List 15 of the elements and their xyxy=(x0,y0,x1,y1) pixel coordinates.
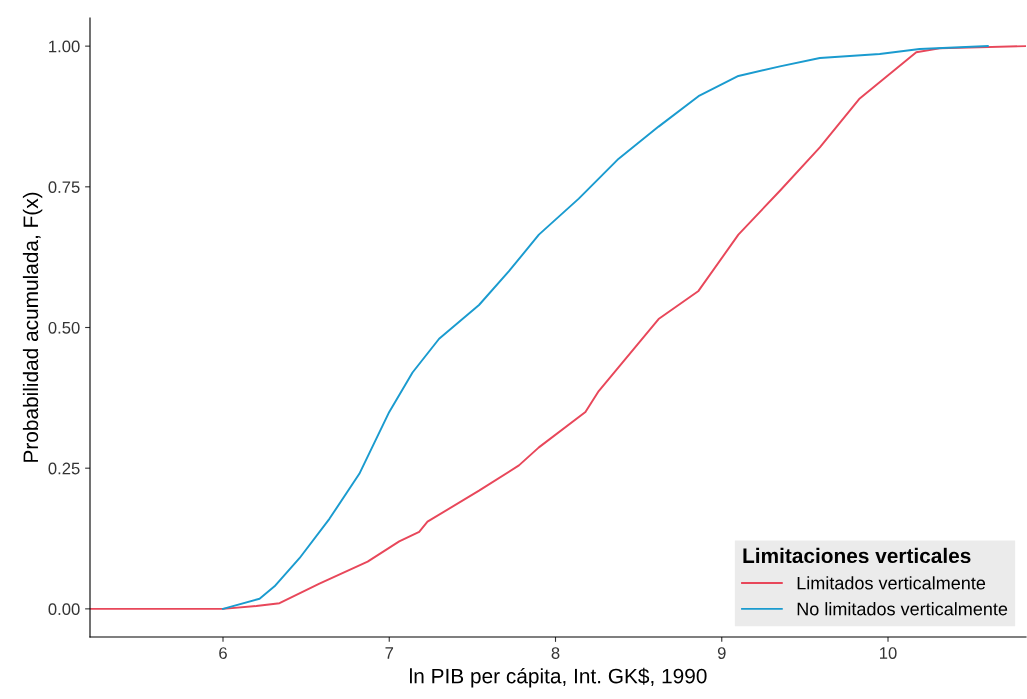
y-tick-label: 0.75 xyxy=(48,181,80,194)
y-axis-title: Probabilidad acumulada, F(x) xyxy=(22,192,43,462)
x-tick-label: 7 xyxy=(385,647,394,659)
legend-label: No limitados verticalmente xyxy=(797,602,1008,616)
x-tick-label: 10 xyxy=(880,647,897,659)
x-tick-label: 8 xyxy=(551,647,560,659)
x-axis-title: ln PIB per cápita, Int. GK$, 1990 xyxy=(410,667,707,688)
y-tick-label: 0.00 xyxy=(48,603,80,616)
y-tick-label: 1.00 xyxy=(49,40,80,53)
legend-title: Limitaciones verticales xyxy=(743,547,971,564)
y-tick-label: 0.25 xyxy=(48,462,80,475)
x-tick-label: 9 xyxy=(717,647,726,659)
legend-label: Limitados verticalmente xyxy=(797,576,986,590)
y-tick-label: 0.50 xyxy=(48,321,80,334)
x-tick-label: 6 xyxy=(219,647,227,659)
